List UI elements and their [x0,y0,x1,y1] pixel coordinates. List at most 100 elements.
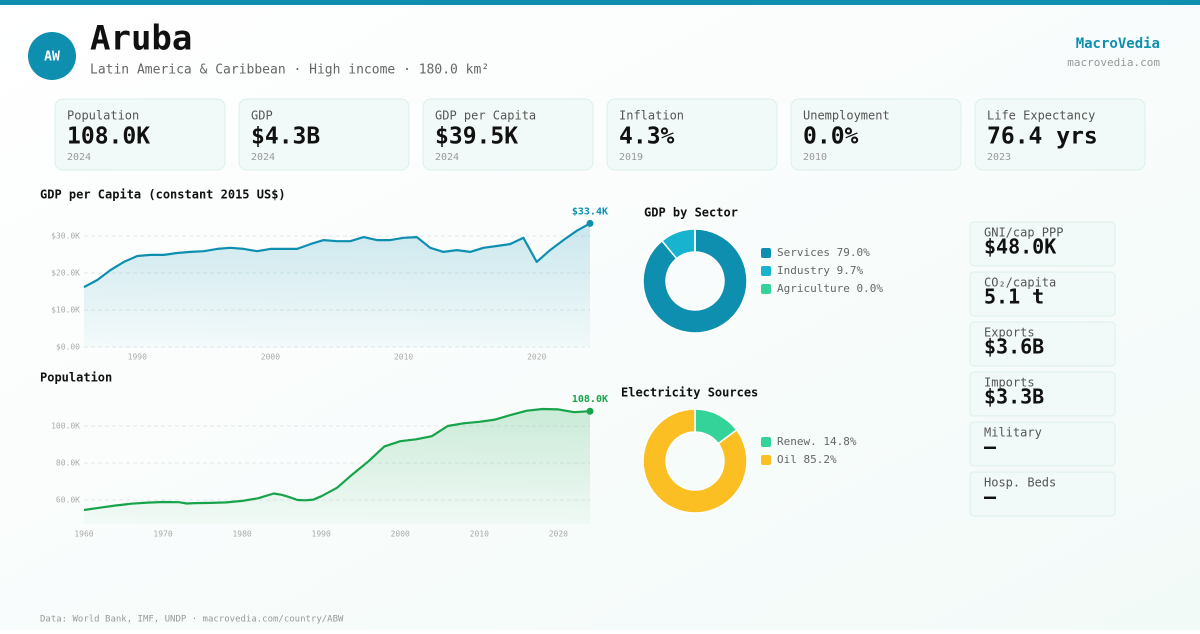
x-tick-label: 2020 [527,353,546,362]
stat-label: Hosp. Beds [984,476,1056,490]
legend-label: Oil 85.2% [777,453,837,466]
kpi-card [54,98,226,171]
chart-title: GDP by Sector [644,206,738,220]
line [83,222,591,289]
kpi-card [238,98,410,171]
subtitle: Latin America & Caribbean · High income … [90,63,489,78]
stat-card [969,321,1116,367]
legend-value: 85.2% [804,453,837,466]
chart-title: Population [40,371,112,385]
legend-value: 9.7% [837,264,864,277]
x-tick-label: 2010 [470,530,489,539]
x-tick-label: 1970 [153,530,172,539]
y-tick-label: $10.0K [51,306,80,315]
legend-value: 79.0% [837,246,870,259]
stat-label: Military [984,426,1042,440]
kpi-card [422,98,594,171]
kpi-year: 2024 [67,152,91,163]
legend-name: Agriculture [777,282,850,295]
kpi-value: 76.4 yrs [987,124,1098,150]
stat-card [969,271,1116,317]
stat-label: GNI/cap PPP [984,226,1063,240]
kpi-year: 2024 [251,152,275,163]
kpi-label: GDP per Capita [435,109,536,123]
kpi-year: 2010 [803,152,827,163]
x-tick-label: 1990 [128,353,147,362]
legend-value: 0.0% [856,282,883,295]
badge-text: AW [44,50,60,65]
brand-url: macrovedia.com [1067,56,1160,69]
stat-value: $3.3B [984,385,1044,409]
stat-card [969,221,1116,267]
legend-name: Services [777,246,830,259]
legend-swatch [761,437,771,447]
stat-card [969,421,1116,467]
area [84,223,590,347]
kpi-value: 108.0K [67,124,150,150]
kpi-label: Inflation [619,109,684,123]
stat-card [969,371,1116,417]
kpi-year: 2024 [435,152,459,163]
area [84,409,590,524]
legend-label: Agriculture 0.0% [777,282,883,295]
y-tick-label: 80.0K [56,459,80,468]
x-tick-label: 2000 [261,353,280,362]
x-tick-label: 2010 [394,353,413,362]
kpi-year: 2019 [619,152,643,163]
data-label: $33.4K [572,206,608,217]
badge [28,32,76,80]
legend-label: Industry 9.7% [777,264,863,277]
stat-value: 5.1 t [984,285,1044,309]
kpi-label: GDP [251,109,273,123]
stat-value: $48.0K [984,235,1056,259]
legend-name: Oil [777,453,797,466]
kpi-card [790,98,962,171]
kpi-card [606,98,778,171]
legend-value: 14.8% [823,435,856,448]
legend-swatch [761,266,771,276]
end-point [586,219,594,227]
chart-title: GDP per Capita (constant 2015 US$) [40,188,286,202]
x-tick-label: 1990 [312,530,331,539]
kpi-card [974,98,1146,171]
x-tick-label: 2020 [549,530,568,539]
legend-swatch [761,284,771,294]
legend-swatch [761,248,771,258]
kpi-label: Population [67,109,139,123]
stat-label: Exports [984,326,1035,340]
end-point [586,407,594,415]
kpi-label: Life Expectancy [987,109,1095,123]
x-tick-label: 1960 [74,530,93,539]
legend-label: Renew. 14.8% [777,435,857,448]
x-tick-label: 1980 [232,530,251,539]
y-tick-label: $20.0K [51,269,80,278]
stat-label: Imports [984,376,1035,390]
stat-value: $3.6B [984,335,1044,359]
stat-value: — [984,485,997,509]
legend-swatch [761,455,771,465]
data-label: 108.0K [572,394,608,405]
y-tick-label: $30.0K [51,232,80,241]
kpi-value: $4.3B [251,124,320,150]
footer: Data: World Bank, IMF, UNDP · macrovedia… [40,615,344,625]
y-tick-label: $0.00 [56,343,80,352]
brand: MacroVedia [1076,36,1160,52]
legend-name: Industry [777,264,830,277]
chart-title: Electricity Sources [621,386,758,400]
kpi-value: 0.0% [803,124,859,150]
country-title: Aruba [90,19,192,59]
stat-value: — [984,435,997,459]
kpi-year: 2023 [987,152,1011,163]
legend-label: Services 79.0% [777,246,870,259]
stat-label: CO₂/capita [984,276,1056,290]
line [83,407,591,512]
stat-card [969,471,1116,517]
donut-slice [642,228,748,334]
x-tick-label: 2000 [391,530,410,539]
kpi-value: $39.5K [435,124,518,150]
kpi-value: 4.3% [619,124,675,150]
kpi-label: Unemployment [803,109,890,123]
top-bar [0,0,1200,5]
